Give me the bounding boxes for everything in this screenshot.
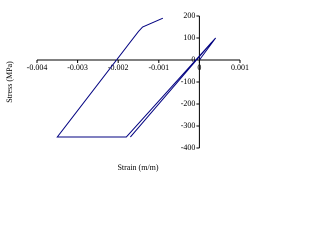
data-line [130,42,212,138]
data-line [56,17,217,138]
x-tick-label: 0 [197,63,201,72]
x-axis-title: Strain (m/m) [117,163,158,172]
y-tick-label: -200 [181,99,196,108]
x-tick-label: -0.001 [148,63,169,72]
y-axis-title: Stress (MPa) [5,61,14,103]
x-tick-label: -0.003 [67,63,88,72]
x-tick-label: -0.002 [108,63,129,72]
y-tick-label: 200 [183,11,195,20]
y-tick-label: 100 [183,33,195,42]
y-tick-label: -100 [181,77,196,86]
y-tick-label: -300 [181,121,196,130]
x-tick-label: 0.001 [231,63,249,72]
x-tick-label: -0.004 [27,63,48,72]
y-tick-label: -400 [181,143,196,152]
y-tick-label: 0 [191,55,195,64]
chart: Stress (MPa) Strain (m/m) -0.004 -0.003 -0… [5,11,249,172]
